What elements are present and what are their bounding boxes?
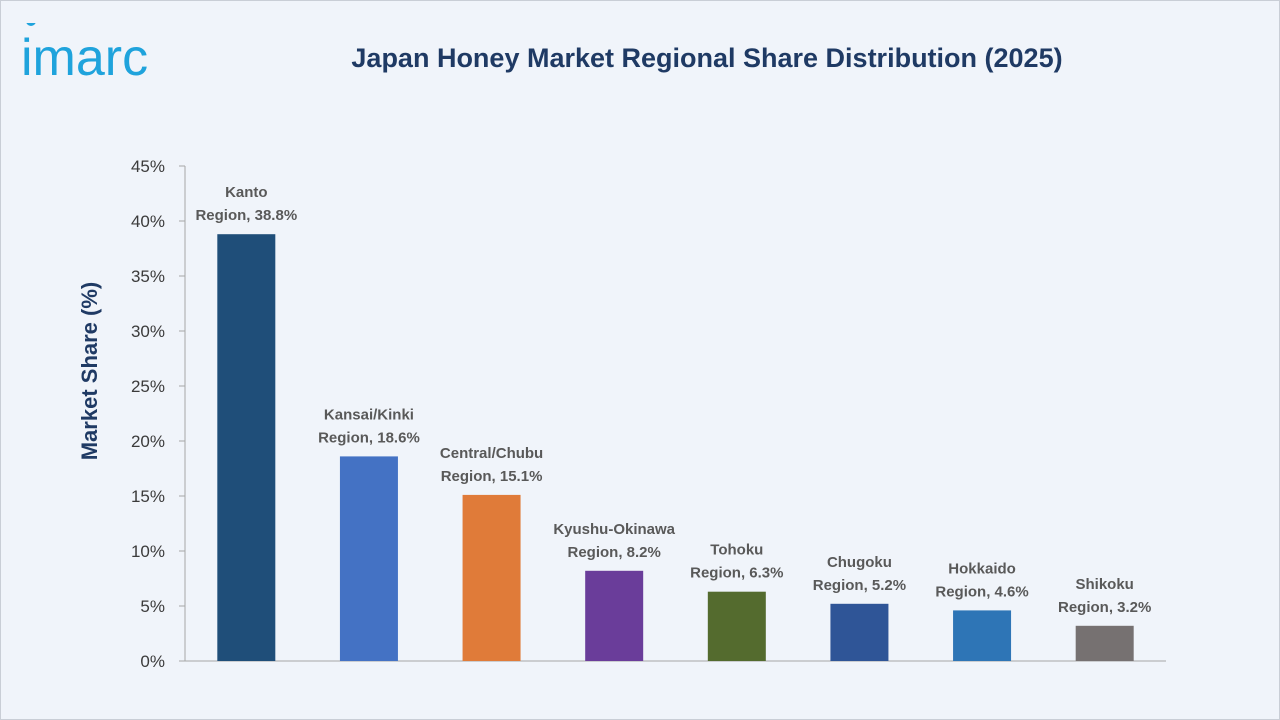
data-label-2: Kansai/Kinki Region, 18.6% — [318, 406, 420, 446]
imarc-logo: imarc — [21, 23, 148, 87]
bar-6 — [830, 603, 889, 661]
bar-2 — [339, 456, 398, 661]
y-tick-label: 40% — [131, 212, 165, 231]
y-tick-label: 30% — [131, 322, 165, 341]
data-label-8: Shikoku Region, 3.2% — [1058, 576, 1151, 616]
chart-axes: 0% 5% 10% 15% 20% 25% 30% 35% 40% 45% — [131, 157, 1166, 671]
bar-1 — [217, 234, 276, 661]
bar-8 — [1075, 625, 1134, 661]
chart-title: Japan Honey Market Regional Share Distri… — [351, 43, 1063, 73]
data-label-7: Hokkaido Region, 4.6% — [935, 560, 1028, 600]
data-label-6: Chugoku Region, 5.2% — [813, 554, 906, 594]
data-label-5: Tohoku Region, 6.3% — [690, 542, 783, 582]
logo-text: imarc — [21, 29, 148, 87]
y-tick-label: 45% — [131, 157, 165, 176]
y-tick-label: 35% — [131, 267, 165, 286]
bar-3 — [462, 494, 521, 661]
y-tick-label: 20% — [131, 432, 165, 451]
y-tick-label: 0% — [140, 652, 165, 671]
data-label-3: Central/Chubu Region, 15.1% — [440, 445, 543, 485]
y-axis-title: Market Share (%) — [77, 282, 102, 461]
bar-5 — [707, 591, 766, 661]
y-tick-label: 10% — [131, 542, 165, 561]
bar-7 — [953, 610, 1012, 661]
data-label-1: Kanto Region, 38.8% — [195, 184, 297, 224]
y-tick-label: 15% — [131, 487, 165, 506]
logo-dot-icon — [26, 23, 36, 26]
data-label-4: Kyushu-Okinawa Region, 8.2% — [553, 521, 675, 561]
y-tick-label: 25% — [131, 377, 165, 396]
y-tick-label: 5% — [140, 597, 165, 616]
chart-bars — [217, 234, 1134, 661]
chart-data-labels: Kanto Region, 38.8% Kansai/Kinki Region, 18… — [195, 184, 1151, 616]
bar-4 — [585, 570, 644, 661]
